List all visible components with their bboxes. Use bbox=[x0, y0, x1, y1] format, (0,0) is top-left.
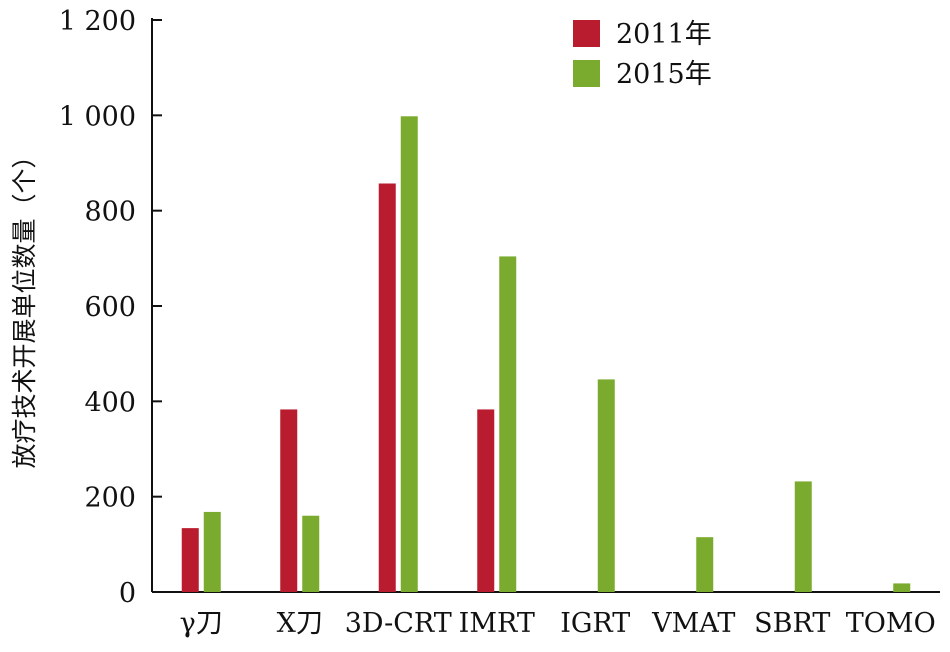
legend-swatch bbox=[573, 20, 600, 47]
bar-2011年-X刀 bbox=[280, 409, 298, 592]
bar-2015年-IGRT bbox=[597, 379, 615, 592]
y-tick-label: 0 bbox=[119, 578, 136, 609]
x-tick-label: TOMO bbox=[846, 608, 936, 639]
legend-swatch bbox=[573, 60, 600, 87]
y-tick-label: 600 bbox=[84, 292, 136, 323]
y-tick-label: 400 bbox=[84, 387, 136, 418]
bar-2015年-IMRT bbox=[499, 256, 517, 592]
bar-2011年-3D-CRT bbox=[378, 183, 396, 592]
x-tick-label: VMAT bbox=[651, 608, 735, 639]
bar-2015年-γ刀 bbox=[203, 511, 221, 592]
bar-2011年-IMRT bbox=[477, 409, 495, 592]
y-tick-label: 1 000 bbox=[59, 101, 136, 132]
bar-2015年-X刀 bbox=[302, 515, 320, 592]
bar-2015年-TOMO bbox=[893, 583, 911, 592]
x-tick-label: IGRT bbox=[560, 608, 630, 639]
y-tick-label: 800 bbox=[84, 197, 136, 228]
legend-label: 2015年 bbox=[616, 59, 712, 90]
bar-2011年-γ刀 bbox=[181, 528, 199, 592]
bars bbox=[181, 116, 911, 592]
x-tick-label: IMRT bbox=[459, 608, 535, 639]
x-tick-label: 3D-CRT bbox=[345, 608, 452, 639]
legend: 2011年 2015年 bbox=[573, 19, 712, 90]
y-axis-label: 放疗技术开展单位数量（个） bbox=[10, 143, 39, 468]
y-axis: 0 200 400 600 800 1 000 1 200 bbox=[59, 6, 162, 609]
bar-2015年-3D-CRT bbox=[400, 116, 418, 592]
x-tick-label: X刀 bbox=[277, 608, 323, 639]
x-axis: γ刀 X刀 3D-CRT IMRT IGRT VMAT SBRT TOMO bbox=[152, 591, 940, 639]
bar-2015年-SBRT bbox=[794, 481, 812, 592]
x-tick-label: SBRT bbox=[754, 608, 830, 639]
y-tick-label: 200 bbox=[84, 483, 136, 514]
legend-label: 2011年 bbox=[616, 19, 712, 50]
x-tick-label: γ刀 bbox=[180, 608, 223, 639]
bar-2015年-VMAT bbox=[696, 537, 714, 592]
y-tick-label: 1 200 bbox=[59, 6, 136, 37]
